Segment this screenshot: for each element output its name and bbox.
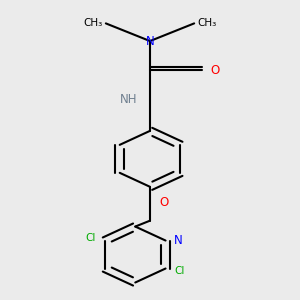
- Text: N: N: [174, 234, 182, 247]
- Text: Cl: Cl: [175, 266, 185, 277]
- Text: Cl: Cl: [85, 232, 96, 243]
- Text: O: O: [211, 64, 220, 77]
- Text: N: N: [146, 34, 154, 48]
- Text: NH: NH: [120, 93, 137, 106]
- Text: CH₃: CH₃: [198, 18, 217, 28]
- Text: CH₃: CH₃: [83, 18, 102, 28]
- Text: O: O: [159, 196, 169, 209]
